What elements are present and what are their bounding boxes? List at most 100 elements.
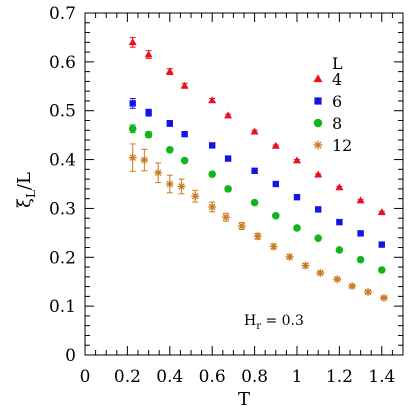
data-point bbox=[293, 193, 301, 201]
legend-entry: 4 bbox=[313, 70, 342, 89]
data-point bbox=[166, 119, 173, 127]
asterisk-marker bbox=[221, 213, 230, 222]
data-point bbox=[165, 67, 174, 76]
data-point bbox=[301, 261, 310, 270]
data-point bbox=[293, 156, 301, 164]
data-point bbox=[128, 124, 137, 134]
data-point bbox=[180, 81, 189, 89]
plot-frame bbox=[84, 12, 404, 356]
square-marker bbox=[378, 241, 385, 248]
data-point bbox=[166, 146, 174, 154]
circle-marker bbox=[335, 246, 344, 254]
y-axis-label: ξL/L bbox=[14, 172, 38, 208]
circle-marker bbox=[166, 146, 174, 154]
legend-entry: 12 bbox=[313, 136, 352, 155]
data-point bbox=[335, 183, 344, 191]
asterisk-marker bbox=[237, 222, 246, 231]
y-tick-label: 0.1 bbox=[49, 297, 76, 317]
asterisk-marker bbox=[154, 168, 163, 177]
data-point bbox=[271, 141, 280, 149]
square-marker bbox=[166, 120, 173, 127]
data-point bbox=[377, 208, 386, 216]
circle-marker bbox=[224, 185, 232, 193]
data-point bbox=[140, 148, 149, 172]
legend-label: 6 bbox=[332, 92, 342, 111]
series-L-8 bbox=[128, 124, 386, 274]
asterisk-marker bbox=[348, 282, 357, 291]
data-point bbox=[364, 287, 373, 296]
data-point bbox=[356, 196, 365, 204]
legend-label: 4 bbox=[332, 70, 342, 89]
data-point bbox=[154, 162, 163, 184]
data-point bbox=[209, 142, 216, 149]
triangle-marker bbox=[314, 170, 323, 178]
data-point bbox=[208, 170, 216, 179]
circle-marker bbox=[272, 211, 280, 220]
x-tick-label: 1.2 bbox=[326, 367, 353, 387]
data-point bbox=[379, 293, 388, 302]
y-axis-label-main: ξ bbox=[14, 198, 35, 208]
square-marker bbox=[272, 180, 279, 188]
data-point bbox=[144, 50, 153, 59]
data-point bbox=[129, 98, 136, 109]
annotation-rest: = 0.3 bbox=[261, 313, 304, 329]
x-tick-label: 0.6 bbox=[199, 367, 226, 387]
asterisk-marker bbox=[285, 252, 294, 261]
data-point bbox=[165, 174, 174, 194]
x-tick-label: 1.4 bbox=[368, 367, 395, 387]
data-point bbox=[316, 268, 325, 277]
asterisk-marker bbox=[379, 293, 388, 302]
data-point bbox=[144, 130, 153, 139]
annotation-main: H bbox=[244, 313, 256, 329]
x-tick-label: 0.8 bbox=[241, 367, 268, 387]
asterisk-marker bbox=[301, 261, 310, 270]
data-point bbox=[336, 218, 343, 226]
data-point bbox=[335, 246, 344, 254]
axis-ticks bbox=[84, 12, 404, 356]
y-axis-label-rest: /L bbox=[14, 172, 35, 190]
asterisk-marker bbox=[364, 287, 373, 296]
y-tick-label: 0.3 bbox=[49, 199, 76, 219]
data-point bbox=[208, 201, 217, 213]
square-marker bbox=[209, 142, 216, 149]
data-point bbox=[253, 232, 262, 241]
legend-title: L bbox=[332, 54, 343, 73]
data-point bbox=[250, 198, 259, 207]
field-annotation: Hr = 0.3 bbox=[244, 313, 304, 332]
series-L-12 bbox=[128, 143, 388, 302]
x-tick-label: 0.2 bbox=[114, 367, 141, 387]
data-point bbox=[272, 211, 280, 220]
square-marker bbox=[336, 218, 343, 226]
square-marker bbox=[315, 206, 322, 213]
data-point bbox=[348, 282, 357, 291]
square-marker bbox=[251, 167, 258, 175]
circle-marker bbox=[293, 224, 301, 232]
asterisk-marker bbox=[191, 192, 200, 201]
data-point bbox=[224, 185, 232, 193]
x-tick-label: 0.4 bbox=[156, 367, 183, 387]
legend-label: 12 bbox=[332, 136, 352, 155]
data-point bbox=[221, 212, 230, 222]
triangle-marker bbox=[165, 67, 174, 75]
square-marker bbox=[357, 230, 364, 237]
triangle-marker bbox=[224, 111, 233, 119]
data-point bbox=[181, 130, 188, 138]
data-point bbox=[250, 127, 259, 135]
legend-entry: 6 bbox=[314, 92, 342, 111]
data-point bbox=[378, 266, 386, 274]
circle-marker bbox=[180, 156, 189, 165]
data-point bbox=[314, 234, 323, 243]
y-tick-label: 0.7 bbox=[49, 4, 76, 24]
data-point bbox=[224, 155, 232, 162]
annotation-sub: r bbox=[256, 321, 261, 332]
circle-marker bbox=[356, 255, 365, 264]
tick-labels: 0 0.2 0.4 0.6 0.8 1 1.2 1.4 0 0.1 0.2 0.3 0.4 0.5 0.6 0… bbox=[49, 4, 395, 387]
data-point bbox=[285, 252, 294, 261]
triangle-marker bbox=[293, 156, 301, 164]
triangle-marker bbox=[356, 196, 365, 204]
circle-marker bbox=[314, 234, 323, 243]
data-point bbox=[145, 108, 152, 117]
y-tick-label: 0.5 bbox=[49, 102, 76, 122]
x-tick-label: 0 bbox=[80, 367, 91, 387]
